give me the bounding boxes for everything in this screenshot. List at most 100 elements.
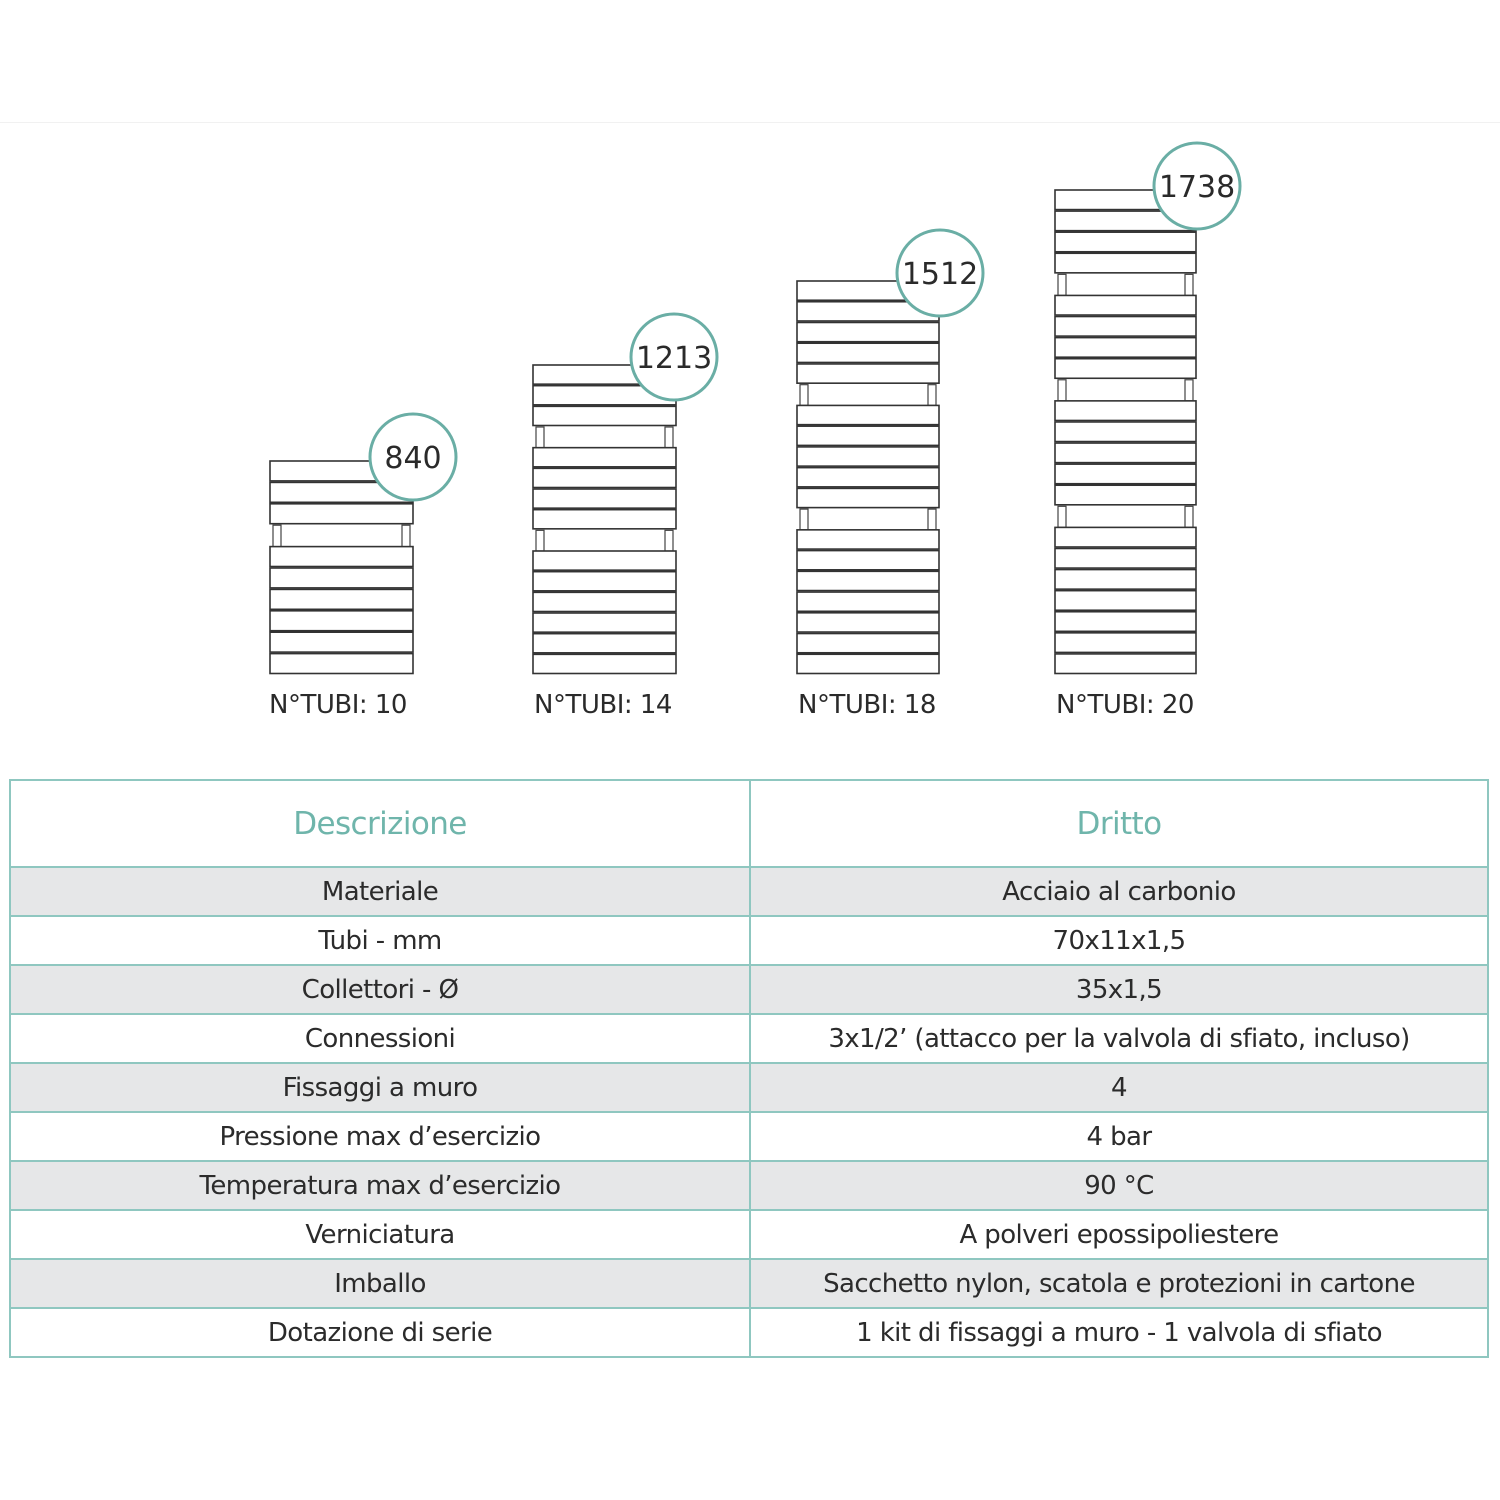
spec-value: Acciaio al carbonio [749,866,1489,917]
radiator-tube [796,363,940,384]
spec-name: Connessioni [9,1013,751,1064]
tube-count-label: N°TUBI: 20 [1056,690,1194,720]
spec-value: 3x1/2’ (attacco per la valvola di sfiato… [749,1013,1489,1064]
radiator-tube [796,321,940,343]
tube-count-label: N°TUBI: 14 [534,690,672,720]
spec-value: 35x1,5 [749,964,1489,1015]
radiator-collector [799,384,809,407]
height-value: 840 [384,441,441,476]
table-header-row: Descrizione Dritto [9,779,1489,868]
radiator-models-illustration: 840 1213 1512 1738 [269,141,1242,675]
table-row: Connessioni 3x1/2’ (attacco per la valvol… [9,1013,1489,1064]
radiator-collector [401,524,411,548]
radiator-tube [532,405,677,427]
radiator-tube [532,653,677,675]
height-value: 1512 [902,257,978,292]
spec-name: Temperatura max d’esercizio [9,1160,751,1211]
radiator-tube [1054,442,1197,464]
height-badge [368,412,458,502]
spec-name: Collettori - Ø [9,964,751,1015]
radiator-tube [796,529,940,550]
spec-value: 1 kit di fissaggi a muro - 1 valvola di … [749,1307,1489,1358]
spec-value: Sacchetto nylon, scatola e protezioni in… [749,1258,1489,1309]
radiator-tube [796,446,940,467]
radiator-collector [927,508,937,531]
radiator-tube [532,446,677,468]
radiator-collector [664,426,674,449]
spec-name: Materiale [9,866,751,917]
radiator-tube [796,653,940,675]
radiator-tube [1054,526,1197,548]
spec-value: 4 [749,1062,1489,1113]
radiator-tube [1054,231,1197,253]
table-row: Tubi - mm 70x11x1,5 [9,915,1489,966]
radiator-tube [269,545,414,568]
radiator-collector [535,529,545,552]
radiator-collector [535,426,545,449]
radiator-tube [796,570,940,592]
radiator-tube [1054,421,1197,443]
radiator-tube [532,550,677,571]
tube-count-label: N°TUBI: 18 [798,690,936,720]
spec-name: Dotazione di serie [9,1307,751,1358]
radiator-tube [796,425,940,447]
radiator-tube [269,631,414,653]
radiator-tube [1054,632,1197,654]
height-badge [629,312,719,402]
radiator-tube [532,632,677,654]
radiator-tube [1054,653,1197,675]
radiator-collector [1184,273,1194,297]
table-row: Pressione max d’esercizio 4 bar [9,1111,1489,1162]
radiator-tube [1054,547,1197,569]
spec-name: Fissaggi a muro [9,1062,751,1113]
radiator-tube [1054,294,1197,316]
radiator-tube [1054,589,1197,612]
spec-name: Imballo [9,1258,751,1309]
radiator-tube [796,549,940,571]
table-row: Verniciatura A polveri epossipoliestere [9,1209,1489,1260]
height-value: 1213 [636,341,712,376]
tube-count-label: N°TUBI: 10 [269,690,407,720]
radiator-tube [1054,357,1197,380]
radiator-tube [1054,252,1197,274]
radiator-tube [796,466,940,488]
radiator-tube [1054,610,1197,633]
header-descrizione: Descrizione [9,779,751,868]
radiator-collector [272,524,282,548]
radiator-collector [664,529,674,552]
radiator-tube [532,467,677,489]
spec-value: 90 °C [749,1160,1489,1211]
radiator-tube [796,487,940,509]
spec-name: Verniciatura [9,1209,751,1260]
radiator-tube [532,508,677,530]
radiator-tube [796,342,940,364]
radiator-tube [1054,568,1197,590]
height-value: 1738 [1159,170,1235,205]
table-row: Imballo Sacchetto nylon, scatola e protez… [9,1258,1489,1309]
radiator-tube [1054,484,1197,506]
radiator-collector [1184,379,1194,402]
header-dritto: Dritto [749,779,1489,868]
table-row: Materiale Acciaio al carbonio [9,866,1489,917]
spec-value: A polveri epossipoliestere [749,1209,1489,1260]
radiator-tube [269,609,414,632]
radiator-tube [796,611,940,633]
radiator-tube [532,612,677,633]
height-badge [895,228,985,318]
table-row: Temperatura max d’esercizio 90 °C [9,1160,1489,1211]
radiator-tube [532,591,677,613]
radiator-tube [532,488,677,509]
radiator-collector [1057,273,1067,297]
spec-name: Pressione max d’esercizio [9,1111,751,1162]
radiator-tube [269,652,414,675]
radiator-tube [796,632,940,654]
radiator-tube [796,591,940,613]
table-row: Dotazione di serie 1 kit di fissaggi a mu… [9,1307,1489,1358]
radiator-collector [927,384,937,407]
radiator-tube [1054,400,1197,422]
radiator-tube [1054,336,1197,358]
radiator-tube [1054,463,1197,485]
radiator-tube [796,404,940,426]
radiator-collector [799,508,809,531]
spec-value: 70x11x1,5 [749,915,1489,966]
